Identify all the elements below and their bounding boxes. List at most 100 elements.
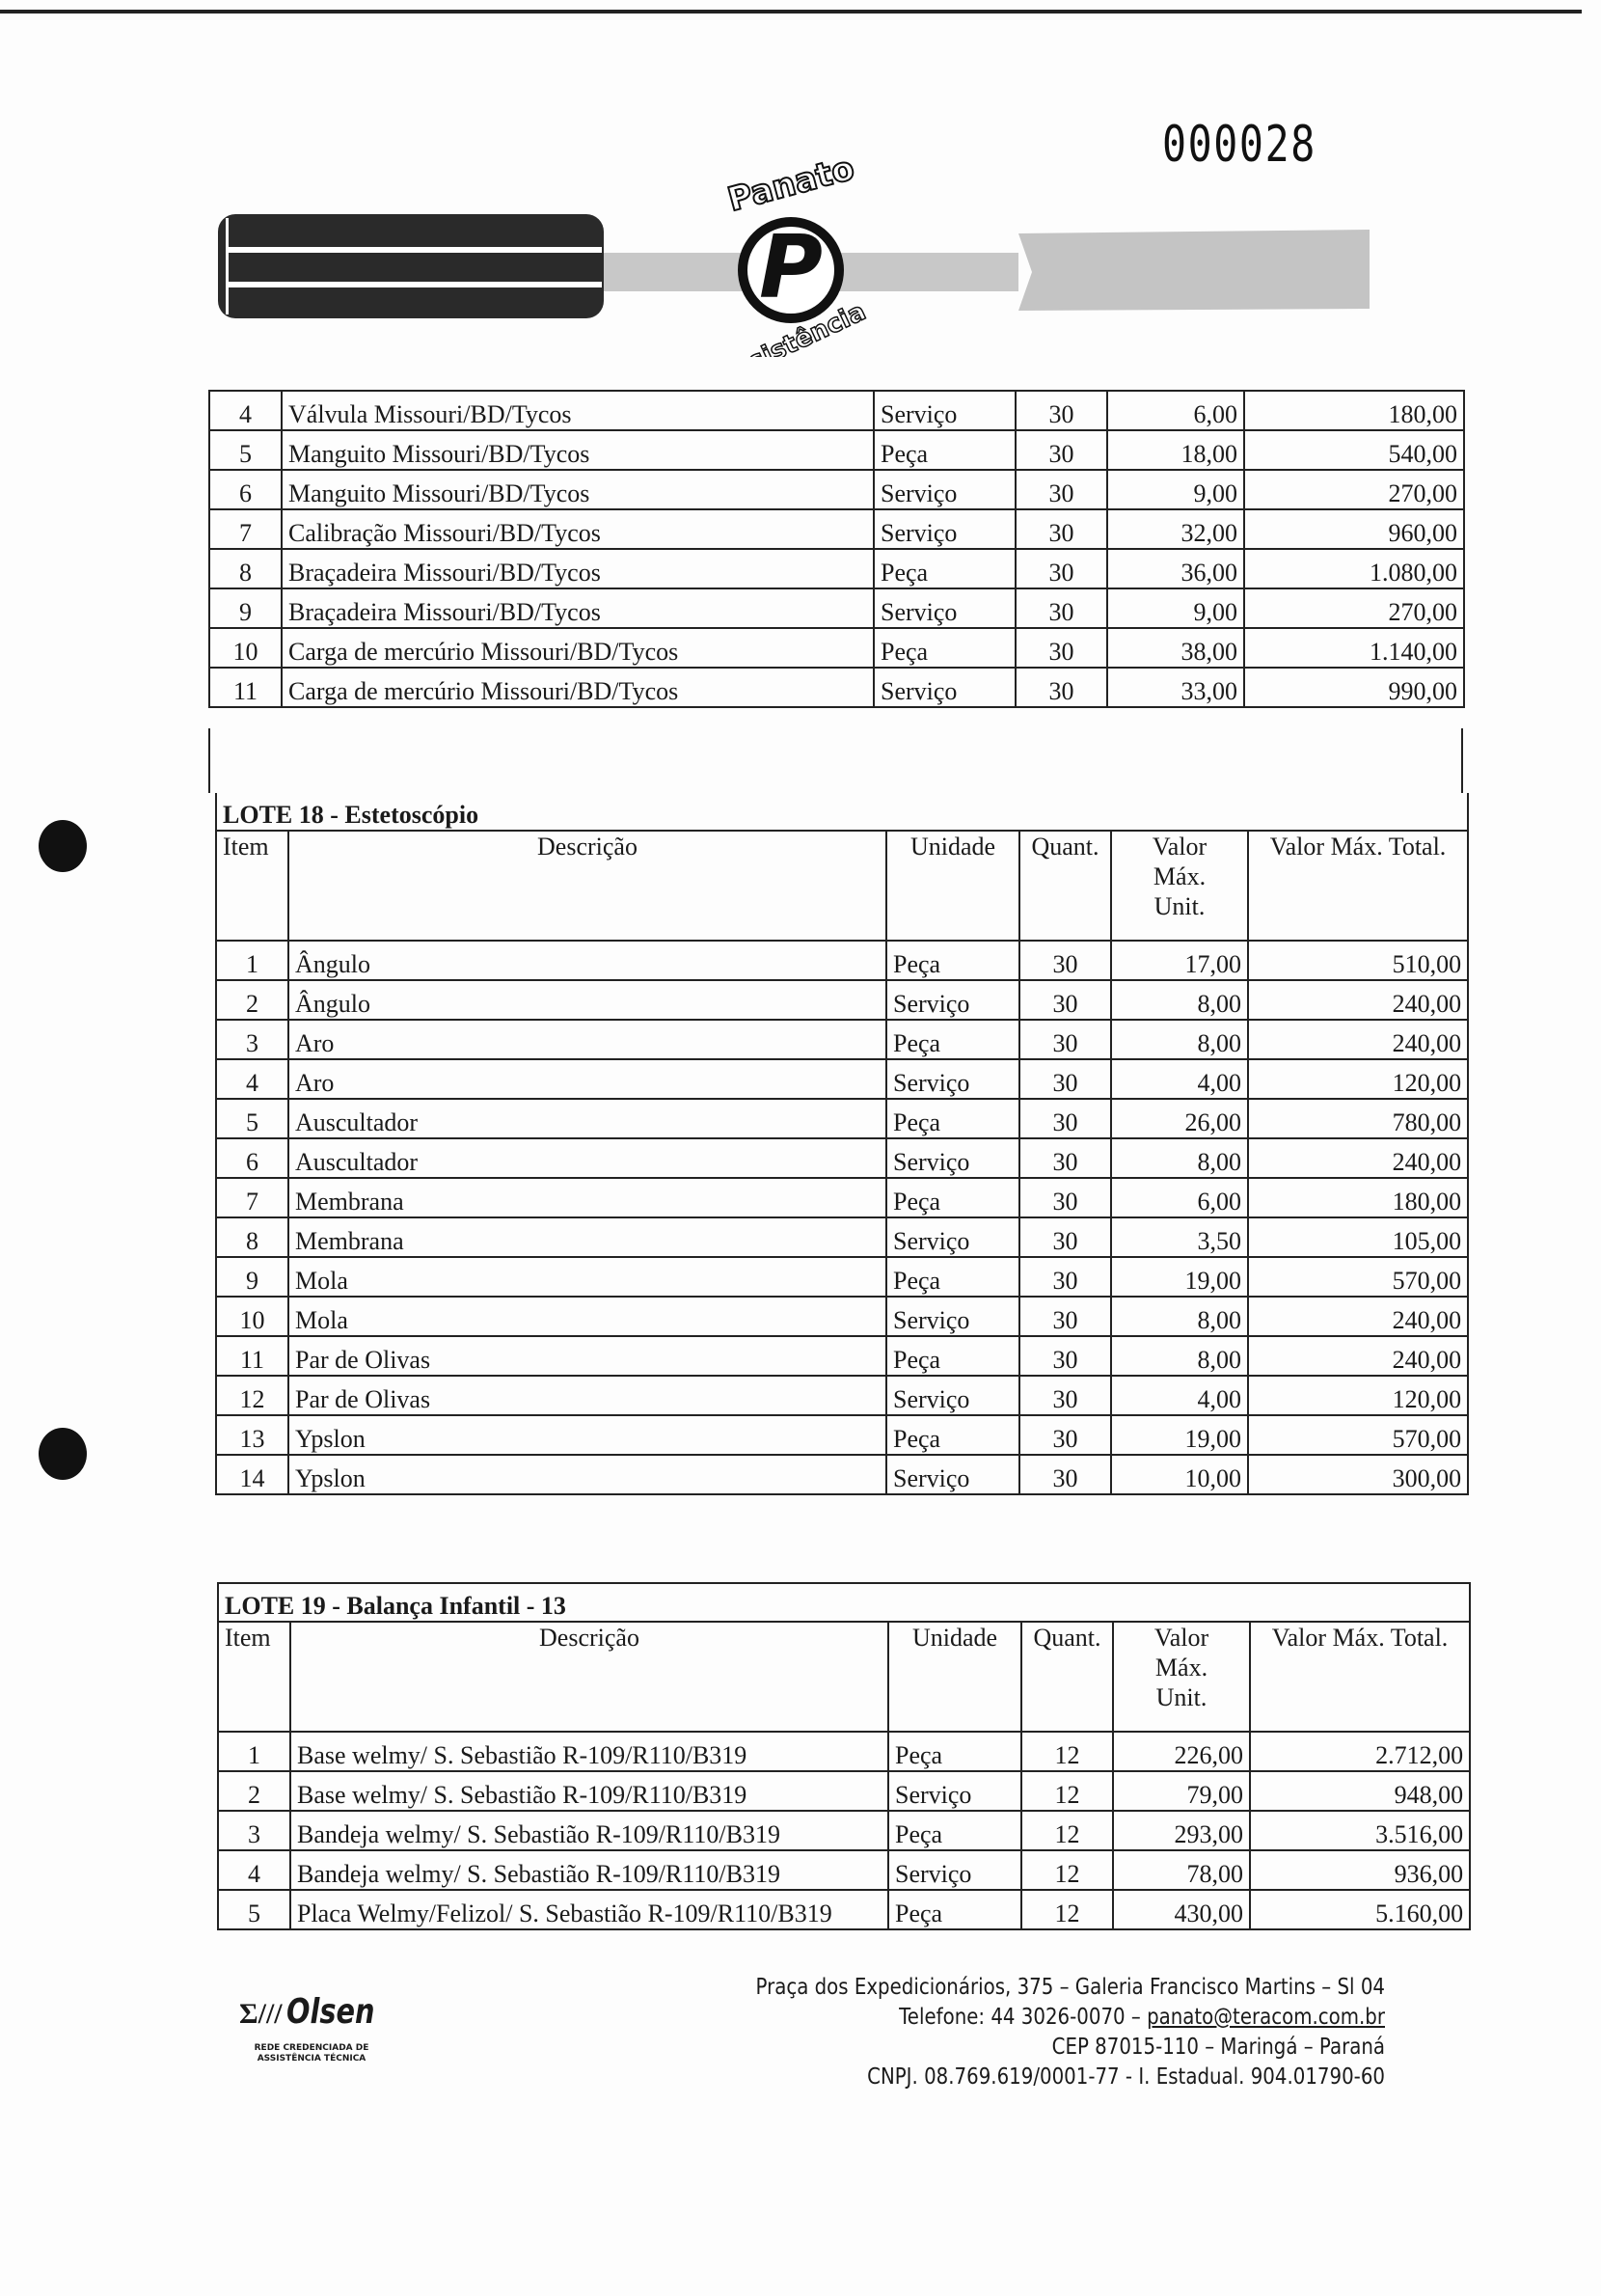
table-header-row: Item Descrição Unidade Quant. Valor Máx. Uni… xyxy=(215,830,1470,942)
cell-item: 5 xyxy=(217,1889,291,1930)
cell-item: 4 xyxy=(217,1849,291,1891)
header-unit: Unidade xyxy=(885,830,1020,942)
lote-18-title: LOTE 18 - Estetoscópio xyxy=(214,793,1470,832)
cell-item: 8 xyxy=(215,1216,289,1258)
cell-total-value: 240,00 xyxy=(1246,979,1470,1021)
cell-unit-value: 9,00 xyxy=(1106,588,1245,629)
table-lote-18: LOTE 18 - Estetoscópio Item Descrição Unid… xyxy=(214,793,1470,1495)
cell-unit-value: 4,00 xyxy=(1110,1375,1249,1416)
cell-unit: Peça xyxy=(887,1731,1022,1772)
cell-description: Par de Olivas xyxy=(287,1375,887,1416)
cell-item: 3 xyxy=(215,1019,289,1060)
table-row: 11 Par de Olivas Peça 30 8,00 240,00 xyxy=(215,1335,1470,1377)
cell-quantity: 30 xyxy=(1015,627,1108,669)
table-row: 7 Membrana Peça 30 6,00 180,00 xyxy=(215,1177,1470,1218)
cell-description: Bandeja welmy/ S. Sebastião R-109/R110/B… xyxy=(289,1810,889,1851)
cell-unit: Serviço xyxy=(873,667,1017,708)
cell-unit: Peça xyxy=(873,627,1017,669)
table-row: 5 Auscultador Peça 30 26,00 780,00 xyxy=(215,1098,1470,1139)
cell-unit: Serviço xyxy=(885,979,1020,1021)
table-row: 8 Braçadeira Missouri/BD/Tycos Peça 30 36,00… xyxy=(208,548,1465,589)
table-row: 4 Bandeja welmy/ S. Sebastião R-109/R110/… xyxy=(217,1849,1472,1891)
cell-description: Ângulo xyxy=(287,979,887,1021)
cell-description: Ypslon xyxy=(287,1454,887,1495)
cell-description: Carga de mercúrio Missouri/BD/Tycos xyxy=(281,667,875,708)
footer-email-link[interactable]: panato@teracom.com.br xyxy=(1147,2005,1385,2030)
cell-total-value: 570,00 xyxy=(1246,1414,1470,1456)
cell-item: 4 xyxy=(208,390,283,431)
cell-total-value: 948,00 xyxy=(1248,1770,1472,1812)
header-unit: Unidade xyxy=(887,1621,1022,1733)
cell-unit-value: 8,00 xyxy=(1110,979,1249,1021)
cell-item: 6 xyxy=(208,469,283,510)
cell-item: 10 xyxy=(215,1296,289,1337)
olsen-icon: Σ/// xyxy=(239,1998,283,2030)
cell-item: 5 xyxy=(215,1098,289,1139)
cell-total-value: 240,00 xyxy=(1246,1137,1470,1179)
table-row: 10 Carga de mercúrio Missouri/BD/Tycos Peç… xyxy=(208,627,1465,669)
table-row: 8 Membrana Serviço 30 3,50 105,00 xyxy=(215,1216,1470,1258)
cell-description: Base welmy/ S. Sebastião R-109/R110/B319 xyxy=(289,1770,889,1812)
cell-item: 7 xyxy=(215,1177,289,1218)
logo-letter: P xyxy=(759,217,823,318)
cell-unit-value: 17,00 xyxy=(1110,940,1249,981)
cell-unit-value: 18,00 xyxy=(1106,429,1245,471)
cell-description: Bandeja welmy/ S. Sebastião R-109/R110/B… xyxy=(289,1849,889,1891)
footer-address: Praça dos Expedicionários, 375 – Galeria… xyxy=(755,1975,1385,2000)
cell-quantity: 30 xyxy=(1018,1058,1112,1100)
cell-description: Carga de mercúrio Missouri/BD/Tycos xyxy=(281,627,875,669)
cell-description: Membrana xyxy=(287,1216,887,1258)
cell-total-value: 120,00 xyxy=(1246,1375,1470,1416)
cell-description: Aro xyxy=(287,1058,887,1100)
cell-unit: Peça xyxy=(885,1019,1020,1060)
cell-item: 10 xyxy=(208,627,283,669)
cell-total-value: 120,00 xyxy=(1246,1058,1470,1100)
cell-total-value: 300,00 xyxy=(1246,1454,1470,1495)
punch-hole xyxy=(39,820,87,872)
cell-unit: Serviço xyxy=(885,1375,1020,1416)
footer-phone: Telefone: 44 3026-0070 – xyxy=(899,2005,1148,2030)
cell-item: 6 xyxy=(215,1137,289,1179)
table-row: 10 Mola Serviço 30 8,00 240,00 xyxy=(215,1296,1470,1337)
cell-description: Mola xyxy=(287,1256,887,1298)
cell-quantity: 12 xyxy=(1020,1731,1114,1772)
cell-description: Base welmy/ S. Sebastião R-109/R110/B319 xyxy=(289,1731,889,1772)
cell-total-value: 105,00 xyxy=(1246,1216,1470,1258)
cell-unit-value: 19,00 xyxy=(1110,1256,1249,1298)
cell-unit: Serviço xyxy=(887,1770,1022,1812)
cell-quantity: 30 xyxy=(1015,469,1108,510)
cell-total-value: 240,00 xyxy=(1246,1296,1470,1337)
cell-description: Placa Welmy/Felizol/ S. Sebastião R-109/… xyxy=(289,1889,889,1930)
table-row: 7 Calibração Missouri/BD/Tycos Serviço 30 32… xyxy=(208,508,1465,550)
cell-unit-value: 3,50 xyxy=(1110,1216,1249,1258)
table-row: 5 Placa Welmy/Felizol/ S. Sebastião R-109… xyxy=(217,1889,1472,1930)
table-row: 14 Ypslon Serviço 30 10,00 300,00 xyxy=(215,1454,1470,1495)
cell-unit: Serviço xyxy=(887,1849,1022,1891)
cell-quantity: 30 xyxy=(1015,429,1108,471)
cell-quantity: 30 xyxy=(1018,1335,1112,1377)
header-description: Descrição xyxy=(287,830,887,942)
cell-total-value: 936,00 xyxy=(1248,1849,1472,1891)
cell-unit-value: 430,00 xyxy=(1112,1889,1251,1930)
cell-item: 1 xyxy=(217,1731,291,1772)
cell-quantity: 30 xyxy=(1015,508,1108,550)
cell-item: 7 xyxy=(208,508,283,550)
cell-quantity: 30 xyxy=(1015,548,1108,589)
cell-quantity: 12 xyxy=(1020,1770,1114,1812)
cell-unit: Peça xyxy=(873,429,1017,471)
cell-total-value: 540,00 xyxy=(1243,429,1465,471)
cell-description: Manguito Missouri/BD/Tycos xyxy=(281,469,875,510)
document-number: 000028 xyxy=(1162,116,1316,174)
cell-quantity: 30 xyxy=(1018,1137,1112,1179)
cell-unit: Serviço xyxy=(885,1058,1020,1100)
cell-item: 8 xyxy=(208,548,283,589)
header-description: Descrição xyxy=(289,1621,889,1733)
olsen-name: Olsen xyxy=(285,1992,375,2032)
cell-unit: Serviço xyxy=(885,1137,1020,1179)
cell-unit-value: 8,00 xyxy=(1110,1296,1249,1337)
table-row: 6 Auscultador Serviço 30 8,00 240,00 xyxy=(215,1137,1470,1179)
cell-unit: Serviço xyxy=(873,390,1017,431)
cell-total-value: 3.516,00 xyxy=(1248,1810,1472,1851)
table-row: 5 Manguito Missouri/BD/Tycos Peça 30 18,00 54… xyxy=(208,429,1465,471)
cell-unit-value: 9,00 xyxy=(1106,469,1245,510)
